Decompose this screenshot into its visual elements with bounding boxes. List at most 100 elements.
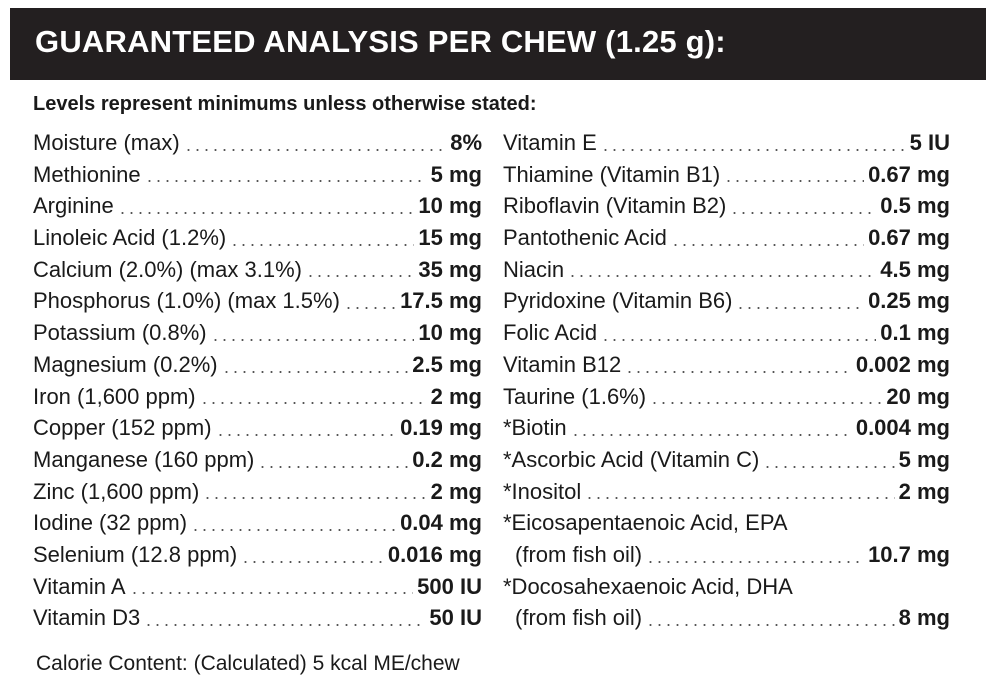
dot-leader: [601, 338, 877, 341]
dot-leader: [117, 212, 415, 215]
nutrient-label: Vitamin E: [503, 130, 597, 155]
nutrient-row: *Inositol 2 mg: [503, 476, 950, 508]
dot-leader: [650, 402, 883, 405]
dot-leader: [203, 497, 427, 500]
nutrient-row: Pyridoxine (Vitamin B6) 0.25 mg: [503, 285, 950, 317]
nutrient-label: Vitamin D3: [33, 605, 141, 631]
nutrient-value: 0.04 mg: [400, 510, 482, 536]
dot-leader: [570, 433, 852, 436]
nutrient-row: Vitamin D3 50 IU: [33, 602, 482, 634]
nutrient-row: Vitamin A 500 IU: [33, 571, 482, 603]
dot-leader: [230, 243, 415, 246]
title: GUARANTEED ANALYSIS PER CHEW (1.25 g):: [35, 24, 726, 59]
nutrient-label: Thiamine (Vitamin B1): [503, 161, 721, 187]
dot-leader: [568, 275, 877, 278]
nutrient-value: 35 mg: [418, 256, 482, 282]
nutrient-label: Pantothenic Acid: [503, 225, 667, 251]
nutrient-row: (from fish oil) 8 mg: [503, 602, 950, 634]
nutrient-row: Selenium (12.8 ppm) 0.016 mg: [33, 539, 482, 571]
nutrient-label: Methionine: [33, 161, 141, 187]
nutrient-row: Vitamin B12 0.002 mg: [503, 349, 950, 381]
nutrient-row: *Eicosapentaenoic Acid, EPA: [503, 507, 950, 539]
nutrient-label: Linoleic Acid (1.2%): [33, 225, 227, 251]
dot-leader: [258, 465, 409, 468]
nutrient-value: 0.002 mg: [855, 351, 950, 377]
nutrient-row: Linoleic Acid (1.2%) 15 mg: [33, 222, 482, 254]
nutrient-value: 2 mg: [430, 383, 482, 409]
nutrient-row: Potassium (0.8%) 10 mg: [33, 317, 482, 349]
nutrient-label: Magnesium (0.2%): [33, 351, 218, 377]
nutrient-label: Arginine: [33, 193, 114, 219]
nutrient-row: (from fish oil) 10.7 mg: [503, 539, 950, 571]
nutrient-row: Taurine (1.6%) 20 mg: [503, 381, 950, 413]
nutrient-value: 0.004 mg: [855, 415, 950, 441]
dot-leader: [646, 560, 865, 563]
nutrient-row: Moisture (max) 8%: [33, 127, 482, 159]
nutrient-row: Arginine 10 mg: [33, 190, 482, 222]
nutrient-label: *Inositol: [503, 478, 582, 504]
nutrient-value: 10 mg: [418, 320, 482, 346]
dot-leader: [191, 528, 397, 531]
dot-leader: [305, 275, 415, 278]
nutrient-value: 0.1 mg: [880, 320, 950, 346]
dot-leader: [241, 560, 384, 563]
nutrient-label: Taurine (1.6%): [503, 383, 647, 409]
nutrient-row: *Biotin 0.004 mg: [503, 412, 950, 444]
nutrient-label: Moisture (max): [33, 130, 180, 155]
nutrient-label: *Eicosapentaenoic Acid, EPA: [503, 510, 788, 536]
nutrient-value: 17.5 mg: [400, 288, 482, 314]
nutrient-row: Manganese (160 ppm) 0.2 mg: [33, 444, 482, 476]
dot-leader: [646, 624, 895, 626]
nutrient-label: *Ascorbic Acid (Vitamin C): [503, 446, 760, 472]
nutrient-row: *Docosahexaenoic Acid, DHA: [503, 571, 950, 603]
nutrient-sublabel: (from fish oil): [515, 605, 643, 631]
subtitle: Levels represent minimums unless otherwi…: [33, 93, 537, 115]
dot-leader: [724, 180, 865, 183]
nutrient-row: Vitamin E 5 IU: [503, 127, 950, 159]
dot-leader: [210, 338, 415, 341]
nutrient-label: Calcium (2.0%) (max 3.1%): [33, 256, 302, 282]
nutrient-value: 8%: [450, 130, 482, 155]
nutrient-value: 10.7 mg: [868, 541, 950, 567]
nutrient-label: Riboflavin (Vitamin B2): [503, 193, 727, 219]
footer: Calorie Content: (Calculated) 5 kcal ME/…: [36, 652, 460, 675]
nutrient-row: Methionine 5 mg: [33, 159, 482, 191]
nutrient-row: *Ascorbic Acid (Vitamin C) 5 mg: [503, 444, 950, 476]
nutrient-row: Calcium (2.0%) (max 3.1%) 35 mg: [33, 254, 482, 286]
nutrient-row: Magnesium (0.2%) 2.5 mg: [33, 349, 482, 381]
nutrient-value: 0.67 mg: [868, 161, 950, 187]
dot-leader: [600, 148, 906, 151]
nutrient-row: Zinc (1,600 ppm) 2 mg: [33, 476, 482, 508]
nutrient-label: Vitamin B12: [503, 351, 622, 377]
dot-leader: [183, 148, 447, 151]
nutrient-label: Iron (1,600 ppm): [33, 383, 196, 409]
nutrient-value: 15 mg: [418, 225, 482, 251]
nutrient-value: 8 mg: [898, 605, 950, 631]
dot-leader: [215, 433, 397, 436]
nutrient-value: 5 IU: [909, 130, 950, 155]
dot-leader: [144, 180, 427, 183]
nutrient-label: Vitamin A: [33, 573, 126, 599]
header-bar: GUARANTEED ANALYSIS PER CHEW (1.25 g):: [10, 8, 986, 80]
dot-leader: [670, 243, 865, 246]
nutrient-value: 10 mg: [418, 193, 482, 219]
nutrient-label: *Biotin: [503, 415, 567, 441]
nutrient-value: 0.5 mg: [880, 193, 950, 219]
nutrient-label: Copper (152 ppm): [33, 415, 212, 441]
dot-leader: [736, 307, 865, 310]
nutrient-value: 5 mg: [430, 161, 482, 187]
nutrient-value: 5 mg: [898, 446, 950, 472]
nutrient-value: 2.5 mg: [412, 351, 482, 377]
dot-leader: [144, 624, 426, 626]
dot-leader: [221, 370, 409, 373]
nutrient-sublabel: (from fish oil): [515, 541, 643, 567]
nutrient-row: Folic Acid 0.1 mg: [503, 317, 950, 349]
nutrient-value: 20 mg: [886, 383, 950, 409]
dot-leader: [129, 592, 414, 595]
nutrient-value: 2 mg: [430, 478, 482, 504]
nutrient-label: Iodine (32 ppm): [33, 510, 188, 536]
dot-leader: [585, 497, 895, 500]
left-column: Moisture (max) 8% Methionine 5 mg Arginine 10…: [33, 127, 482, 634]
nutrient-row: Copper (152 ppm) 0.19 mg: [33, 412, 482, 444]
nutrient-row: Phosphorus (1.0%) (max 1.5%) 17.5 mg: [33, 285, 482, 317]
